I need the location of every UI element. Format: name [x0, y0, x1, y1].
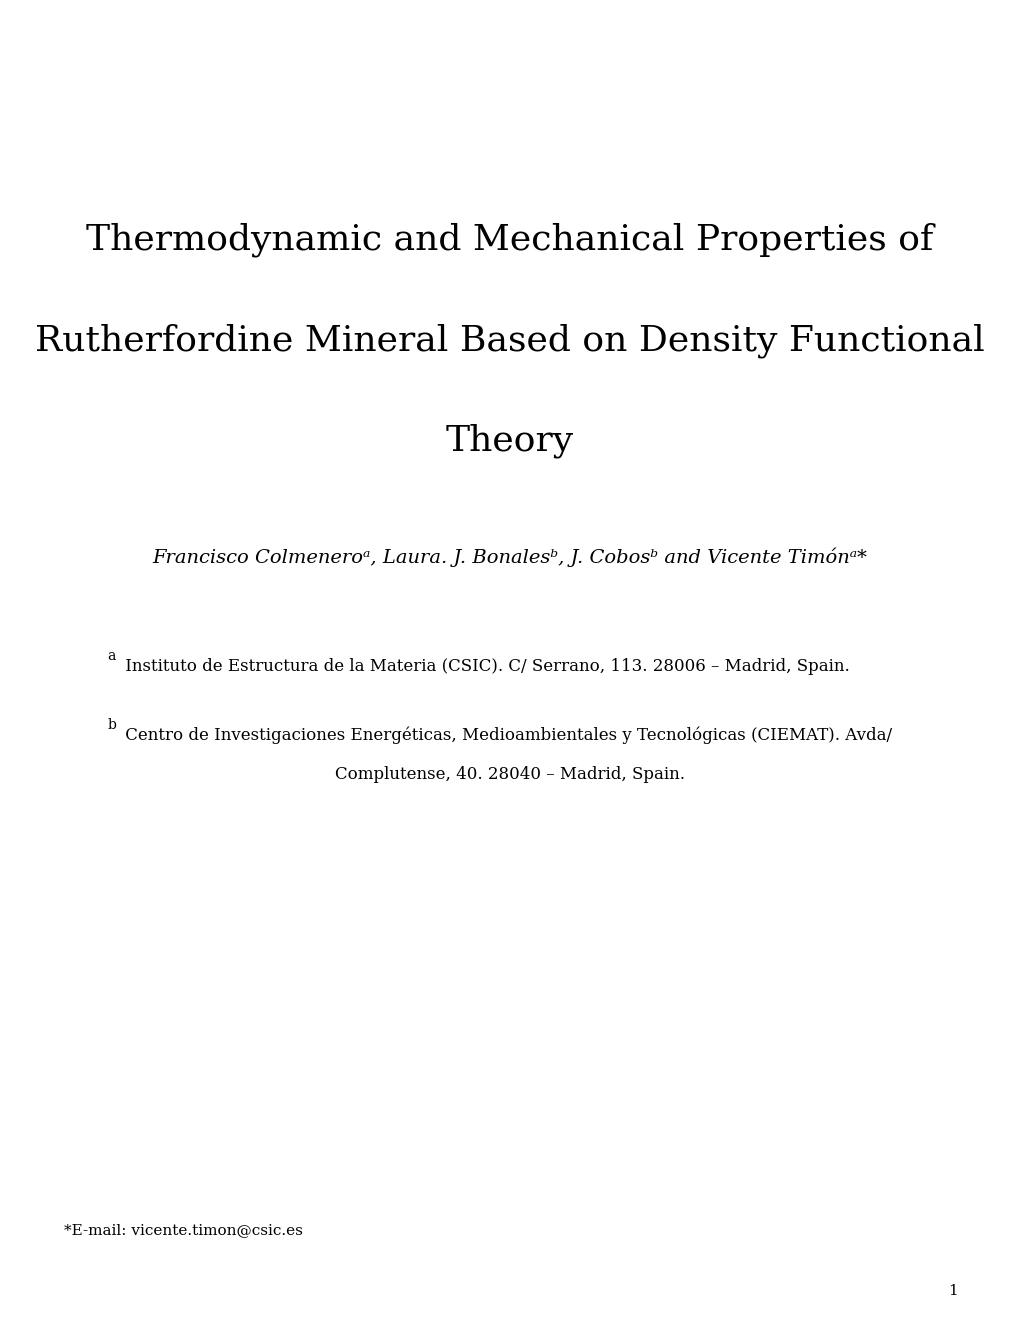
Text: Centro de Investigaciones Energéticas, Medioambientales y Tecnológicas (CIEMAT).: Centro de Investigaciones Energéticas, M…: [120, 726, 892, 744]
Text: a: a: [107, 649, 115, 663]
Text: b: b: [107, 718, 116, 731]
Text: 1: 1: [947, 1284, 957, 1298]
Text: Thermodynamic and Mechanical Properties of: Thermodynamic and Mechanical Properties …: [87, 223, 932, 257]
Text: Francisco Colmeneroᵃ, Laura. J. Bonalesᵇ, J. Cobosᵇ and Vicente Timónᵃ*: Francisco Colmeneroᵃ, Laura. J. Bonalesᵇ…: [153, 548, 866, 566]
Text: Theory: Theory: [445, 424, 574, 458]
Text: Rutherfordine Mineral Based on Density Functional: Rutherfordine Mineral Based on Density F…: [35, 323, 984, 358]
Text: Complutense, 40. 28040 – Madrid, Spain.: Complutense, 40. 28040 – Madrid, Spain.: [334, 767, 685, 783]
Text: *E-mail: vicente.timon@csic.es: *E-mail: vicente.timon@csic.es: [64, 1224, 303, 1237]
Text: Instituto de Estructura de la Materia (CSIC). C/ Serrano, 113. 28006 – Madrid, S: Instituto de Estructura de la Materia (C…: [120, 659, 849, 675]
